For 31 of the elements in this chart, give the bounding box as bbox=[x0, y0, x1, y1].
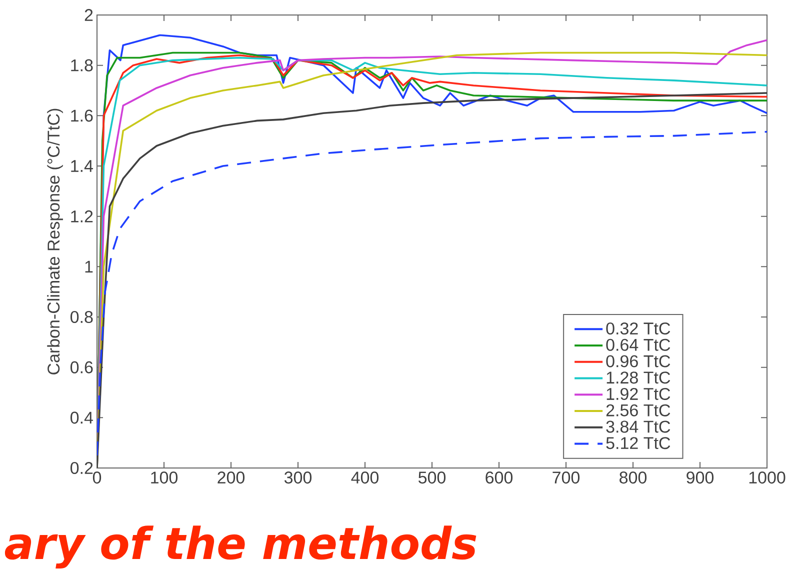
x-tick-label: 900 bbox=[686, 472, 714, 484]
y-tick-label: 1.6 bbox=[71, 110, 93, 122]
x-tick-label: 600 bbox=[486, 472, 513, 484]
y-tick-label: 2 bbox=[84, 9, 93, 21]
x-tick-label: 500 bbox=[418, 472, 446, 484]
y-tick-label: 1.2 bbox=[71, 210, 93, 222]
y-axis-title: Carbon-Climate Response (°C/TtC) bbox=[47, 108, 63, 374]
legend-label: 0.32 TtC bbox=[606, 322, 670, 335]
y-tick-label: 1 bbox=[85, 260, 93, 273]
text: ary of the methods bbox=[4, 526, 476, 568]
y-tick-label: 1.8 bbox=[71, 59, 93, 72]
legend-label: 0.96 TtC bbox=[606, 355, 670, 368]
legend-label: 5.12 TtC bbox=[606, 437, 670, 450]
y-tick-label: 0.8 bbox=[70, 310, 93, 324]
x-tick-label: 800 bbox=[620, 472, 647, 484]
x-tick-label: 0 bbox=[92, 472, 102, 484]
x-tick-label: 200 bbox=[218, 472, 245, 484]
x-tick-label: 1000 bbox=[749, 472, 786, 484]
legend-label: 2.56 TtC bbox=[606, 404, 670, 416]
x-tick-label: 300 bbox=[284, 472, 312, 484]
legend-label: 0.64 TtC bbox=[606, 338, 670, 351]
y-tick-label: 1.4 bbox=[71, 160, 93, 172]
legend-label: 1.92 TtC bbox=[606, 388, 670, 400]
x-tick-label: 700 bbox=[552, 472, 580, 484]
x-tick-label: 400 bbox=[351, 472, 379, 484]
y-tick-label: 0.4 bbox=[70, 412, 93, 424]
y-tick-label: 0.2 bbox=[70, 462, 93, 474]
x-tick-label: 100 bbox=[151, 472, 178, 484]
legend-label: 3.84 TtC bbox=[606, 420, 670, 433]
legend-label: 1.28 TtC bbox=[606, 372, 670, 384]
y-tick-label: 0.6 bbox=[70, 361, 93, 374]
